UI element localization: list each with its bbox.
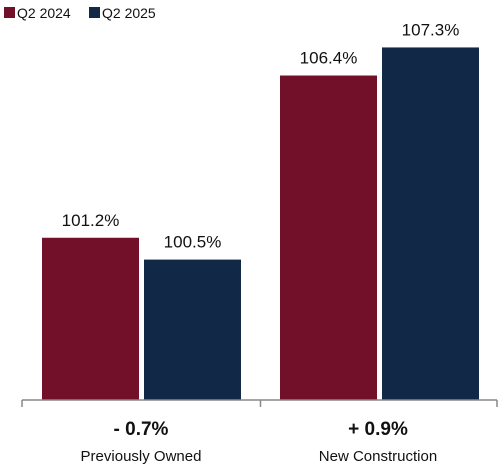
change-label-2: + 0.9% bbox=[348, 419, 408, 440]
legend-swatch-1 bbox=[4, 7, 15, 18]
category-label-2: New Construction bbox=[319, 448, 437, 465]
x-axis bbox=[21, 399, 498, 407]
bar-2-2 bbox=[382, 47, 479, 400]
data-label-2-1: 106.4% bbox=[300, 49, 358, 68]
legend: Q2 2024 Q2 2025 bbox=[4, 5, 156, 21]
data-label-1-2: 100.5% bbox=[164, 233, 222, 252]
change-label-1: - 0.7% bbox=[114, 419, 169, 440]
value-labels: 101.2% 100.5% 106.4% 107.3% bbox=[62, 20, 460, 251]
legend-label-1: Q2 2024 bbox=[17, 5, 71, 21]
category-label-1: Previously Owned bbox=[81, 448, 202, 465]
bar-1-1 bbox=[42, 237, 139, 400]
bar-2-1 bbox=[280, 75, 377, 401]
category-labels: - 0.7% Previously Owned + 0.9% New Construc… bbox=[81, 419, 438, 465]
legend-label-2: Q2 2025 bbox=[102, 5, 156, 21]
bars bbox=[42, 47, 479, 401]
data-label-2-2: 107.3% bbox=[402, 20, 460, 39]
data-label-1-1: 101.2% bbox=[62, 211, 120, 230]
legend-swatch-2 bbox=[89, 7, 100, 18]
bar-1-2 bbox=[144, 259, 241, 400]
